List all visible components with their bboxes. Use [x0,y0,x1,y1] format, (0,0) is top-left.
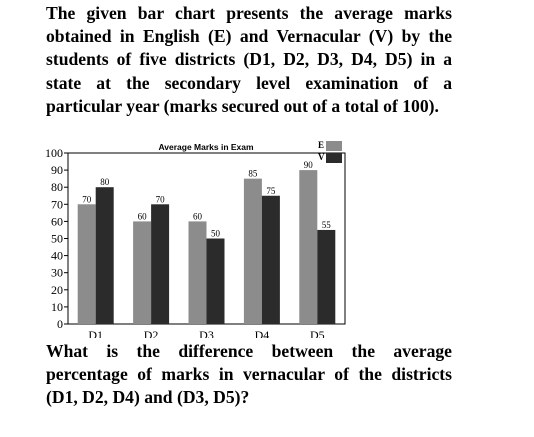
y-axis: 0 10 20 30 40 50 60 70 80 90 100 [45,146,68,331]
y-tick-label: 20 [51,283,63,297]
problem-question: What is the difference between the avera… [46,341,452,408]
y-tick-label: 80 [51,180,63,194]
bar-v [261,195,280,324]
bar-e [188,221,207,324]
legend-swatch [326,153,342,163]
data-label: 85 [248,169,258,179]
bar-v [317,229,336,324]
bar-e [77,204,96,324]
y-tick-label: 30 [51,266,63,280]
bar-chart: 0 10 20 30 40 50 60 70 80 90 100 D1 D2 D3 D4 D5 70 80 60… [45,140,346,338]
legend-label: V [318,152,325,162]
data-label: 90 [304,160,314,170]
bar-v [151,204,170,324]
bar-v [206,238,225,324]
chart-title: Average Marks in Exam [158,142,254,152]
x-tick-label: D2 [144,328,159,338]
y-tick-label: 90 [51,163,63,177]
legend-label: E [318,140,324,150]
x-tick-label: D4 [255,328,270,338]
data-label: 55 [322,220,332,230]
y-tick-label: 60 [51,214,63,228]
bar-e [133,221,152,324]
data-label: 60 [193,211,203,221]
x-tick-label: D1 [88,328,103,338]
y-tick-label: 40 [51,249,63,263]
data-label: 80 [100,177,110,187]
problem-intro: The given bar chart presents the average… [46,3,452,116]
data-label: 60 [138,211,148,221]
y-tick-label: 0 [57,317,63,331]
x-axis: D1 D2 D3 D4 D5 [88,328,324,338]
legend-swatch [326,141,342,151]
bar-v [95,187,114,324]
x-tick-label: D3 [199,328,214,338]
legend: EV [318,140,342,163]
data-label: 70 [82,194,92,204]
y-tick-label: 70 [51,197,63,211]
y-tick-label: 50 [51,232,63,246]
x-tick-label: D5 [310,328,325,338]
bar-e [299,170,318,324]
y-tick-label: 100 [45,146,63,160]
data-label: 75 [266,186,276,196]
y-tick-label: 10 [51,300,63,314]
bars: 70 80 60 70 60 50 85 75 90 55 [77,160,336,324]
data-label: 70 [156,194,166,204]
bar-e [243,178,262,324]
data-label: 50 [211,229,221,239]
